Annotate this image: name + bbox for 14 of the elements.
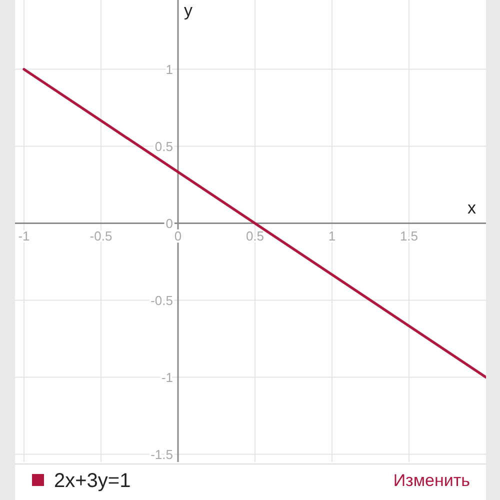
y-tick-label: -1 — [161, 370, 173, 385]
x-tick-label: 0.5 — [246, 228, 264, 244]
x-tick-label: 1 — [328, 228, 336, 244]
legend-label: 2x+3y=1 — [54, 470, 131, 492]
x-tick-label: -1 — [18, 228, 30, 244]
y-axis-title: y — [184, 1, 193, 20]
x-axis-title: x — [468, 198, 476, 218]
y-tick-label: -1.5 — [150, 446, 173, 462]
y-tick-label: -0.5 — [150, 292, 173, 308]
x-tick-label: -0.5 — [90, 228, 112, 244]
y-tick-label: 0.5 — [154, 138, 173, 154]
text: Изменить — [393, 470, 470, 490]
x-tick-label: 1.5 — [400, 228, 418, 244]
y-tick-label: 1 — [166, 62, 173, 77]
